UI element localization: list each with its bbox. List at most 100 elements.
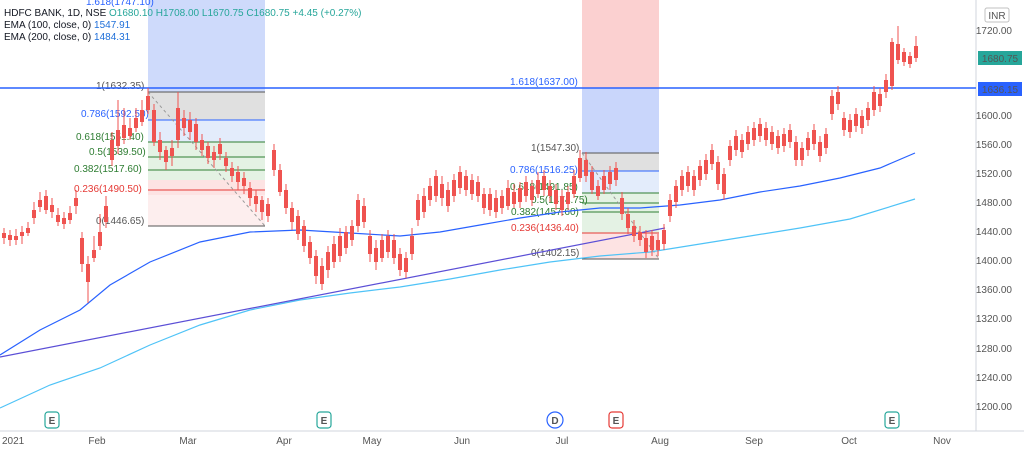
candle-body[interactable] xyxy=(224,158,228,166)
candle-body[interactable] xyxy=(758,124,762,136)
ema-100-line[interactable] xyxy=(0,152,916,356)
candle-body[interactable] xyxy=(710,150,714,164)
candle-body[interactable] xyxy=(434,176,438,196)
candle-body[interactable] xyxy=(356,200,360,226)
candle-body[interactable] xyxy=(722,174,726,194)
candle-body[interactable] xyxy=(752,128,756,140)
candle-body[interactable] xyxy=(638,232,642,240)
candle-body[interactable] xyxy=(902,52,906,62)
candle-body[interactable] xyxy=(656,240,660,250)
earnings-marker-icon[interactable] xyxy=(44,411,60,429)
earnings-marker-icon[interactable] xyxy=(608,411,624,429)
candle-body[interactable] xyxy=(668,200,672,216)
candle-body[interactable] xyxy=(626,214,630,228)
candle-body[interactable] xyxy=(134,118,138,128)
candle-body[interactable] xyxy=(218,144,222,154)
ema-200-line[interactable] xyxy=(0,198,916,409)
candle-body[interactable] xyxy=(506,188,510,206)
candle-body[interactable] xyxy=(890,42,894,86)
candle-body[interactable] xyxy=(44,196,48,210)
candle-body[interactable] xyxy=(734,136,738,150)
candle-body[interactable] xyxy=(14,236,18,240)
candle-body[interactable] xyxy=(98,232,102,246)
candle-body[interactable] xyxy=(704,160,708,174)
candle-body[interactable] xyxy=(290,208,294,222)
candle-body[interactable] xyxy=(680,176,684,190)
candle-body[interactable] xyxy=(590,172,594,190)
candle-body[interactable] xyxy=(830,96,834,114)
trend-line[interactable] xyxy=(0,227,666,358)
candle-body[interactable] xyxy=(746,132,750,144)
candle-body[interactable] xyxy=(884,80,888,92)
candle-body[interactable] xyxy=(602,176,606,190)
candle-body[interactable] xyxy=(740,140,744,152)
candle-body[interactable] xyxy=(848,120,852,132)
candle-body[interactable] xyxy=(632,226,636,236)
candle-body[interactable] xyxy=(308,242,312,258)
candle-body[interactable] xyxy=(518,188,522,202)
candle-body[interactable] xyxy=(200,140,204,150)
candle-body[interactable] xyxy=(338,236,342,256)
candle-body[interactable] xyxy=(2,233,6,238)
candle-body[interactable] xyxy=(452,180,456,196)
candle-body[interactable] xyxy=(854,114,858,126)
candle-body[interactable] xyxy=(182,118,186,128)
candle-body[interactable] xyxy=(8,235,12,240)
candle-body[interactable] xyxy=(116,130,120,146)
candle-body[interactable] xyxy=(278,170,282,192)
candle-body[interactable] xyxy=(194,124,198,142)
candle-body[interactable] xyxy=(206,146,210,158)
candle-body[interactable] xyxy=(38,200,42,207)
candle-body[interactable] xyxy=(122,125,126,138)
candle-body[interactable] xyxy=(230,168,234,176)
candle-body[interactable] xyxy=(374,248,378,262)
candle-body[interactable] xyxy=(170,148,174,156)
candle-body[interactable] xyxy=(440,184,444,198)
candle-body[interactable] xyxy=(686,172,690,186)
candle-body[interactable] xyxy=(392,240,396,258)
candle-body[interactable] xyxy=(674,186,678,202)
candle-body[interactable] xyxy=(446,190,450,206)
candle-body[interactable] xyxy=(692,176,696,190)
candle-body[interactable] xyxy=(776,136,780,148)
candle-body[interactable] xyxy=(872,92,876,110)
candle-body[interactable] xyxy=(104,206,108,222)
candle-body[interactable] xyxy=(188,120,192,132)
candle-body[interactable] xyxy=(242,178,246,186)
candle-body[interactable] xyxy=(332,244,336,262)
candle-body[interactable] xyxy=(296,216,300,234)
candle-body[interactable] xyxy=(26,228,30,233)
earnings-marker-icon[interactable] xyxy=(316,411,332,429)
candle-body[interactable] xyxy=(146,96,150,110)
candle-body[interactable] xyxy=(836,92,840,104)
candle-body[interactable] xyxy=(212,152,216,160)
candle-body[interactable] xyxy=(800,148,804,160)
candle-body[interactable] xyxy=(554,190,558,204)
candle-body[interactable] xyxy=(596,186,600,196)
candle-body[interactable] xyxy=(818,142,822,156)
candle-body[interactable] xyxy=(458,172,462,188)
candle-body[interactable] xyxy=(578,158,582,178)
candle-body[interactable] xyxy=(380,240,384,258)
candle-body[interactable] xyxy=(416,200,420,220)
candle-body[interactable] xyxy=(158,140,162,152)
candle-body[interactable] xyxy=(284,190,288,208)
dividend-marker-icon[interactable] xyxy=(546,411,564,429)
candle-body[interactable] xyxy=(896,44,900,60)
candle-body[interactable] xyxy=(410,236,414,254)
candle-body[interactable] xyxy=(794,142,798,160)
candle-body[interactable] xyxy=(764,128,768,140)
candle-body[interactable] xyxy=(62,218,66,224)
candle-body[interactable] xyxy=(788,130,792,142)
candle-body[interactable] xyxy=(56,215,60,222)
candle-body[interactable] xyxy=(536,180,540,194)
candle-body[interactable] xyxy=(350,226,354,240)
candle-body[interactable] xyxy=(728,146,732,160)
candle-body[interactable] xyxy=(128,128,132,136)
candle-body[interactable] xyxy=(482,194,486,208)
candle-body[interactable] xyxy=(812,130,816,144)
candle-body[interactable] xyxy=(362,206,366,222)
candle-body[interactable] xyxy=(86,264,90,282)
earnings-marker-icon[interactable] xyxy=(884,411,900,429)
candle-body[interactable] xyxy=(68,213,72,220)
